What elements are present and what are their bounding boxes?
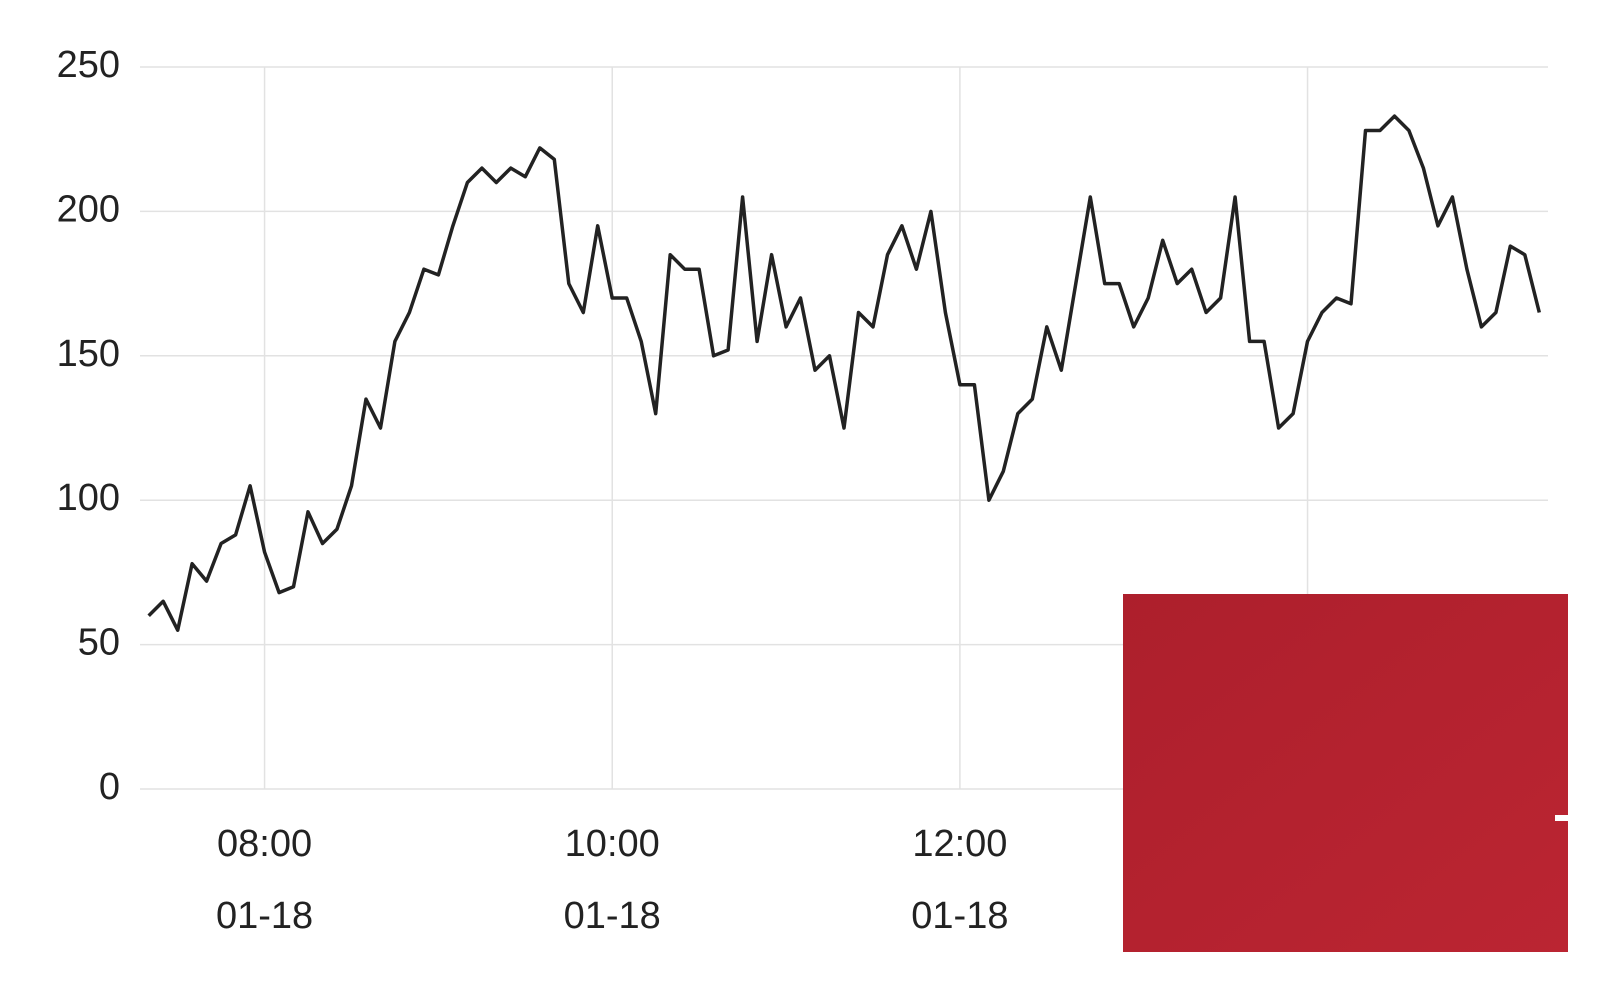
- x-tick-label: 10:00: [565, 823, 660, 865]
- y-tick-label: 50: [78, 622, 120, 664]
- y-tick-label: 100: [57, 477, 120, 519]
- x-tick-label: 08:00: [217, 823, 312, 865]
- overlay-box: [1123, 594, 1568, 952]
- x-tick-label: 12:00: [912, 823, 1007, 865]
- y-tick-label: 250: [57, 44, 120, 86]
- line: [147, 114, 1541, 632]
- y-tick-label: 0: [99, 766, 120, 808]
- y-tick-label: 150: [57, 333, 120, 375]
- x-tick-date: 01-18: [564, 895, 661, 937]
- overlay-mark: [1555, 815, 1568, 821]
- x-tick-date: 01-18: [911, 895, 1008, 937]
- y-tick-label: 200: [57, 188, 120, 230]
- x-tick-date: 01-18: [216, 895, 313, 937]
